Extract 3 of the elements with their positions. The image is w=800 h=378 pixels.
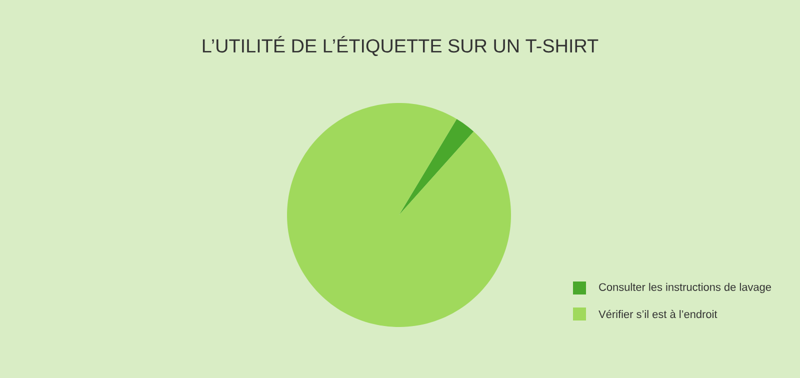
legend-label: Consulter les instructions de lavage <box>599 282 772 294</box>
legend-label: Vérifier s’il est à l’endroit <box>598 310 718 318</box>
chart-title: L’UTILITÉ DE L’ÉTIQUETTE SUR UN T-SHIRT <box>202 36 598 56</box>
